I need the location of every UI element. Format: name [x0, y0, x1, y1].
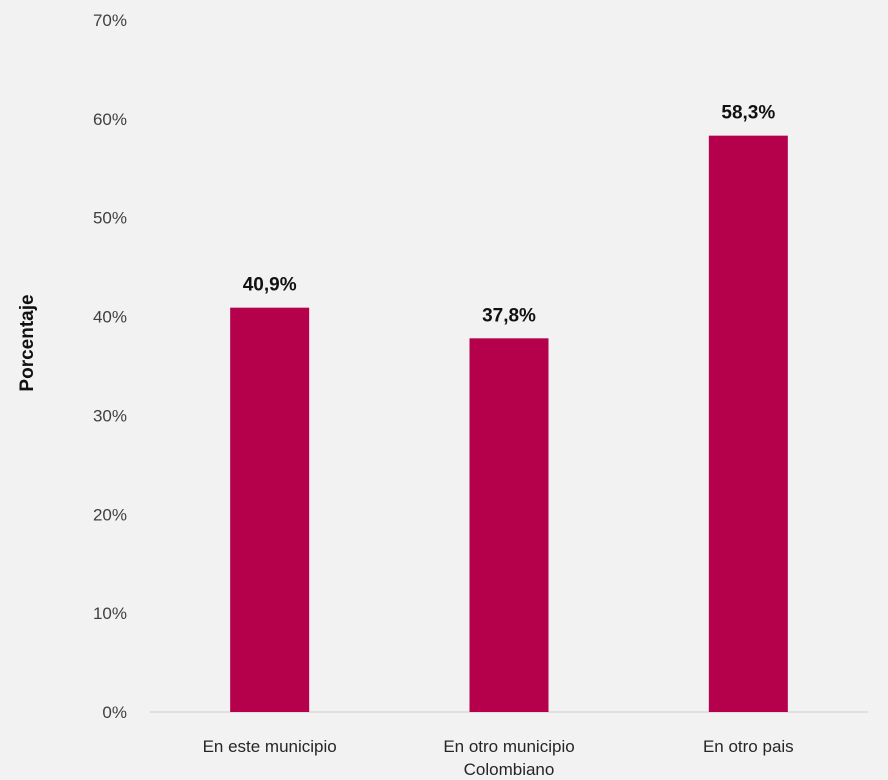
data-label: 58,3% [721, 103, 775, 124]
data-labels: 40,9% 37,8% 58,3% [243, 103, 776, 327]
category-label: Colombiano [464, 760, 555, 779]
y-axis-title: Porcentaje [17, 294, 38, 391]
y-tick-label: 60% [93, 110, 127, 129]
data-label: 40,9% [243, 275, 297, 296]
category-label: En otro municipio [443, 737, 574, 756]
y-tick-label: 30% [93, 406, 127, 425]
bar [469, 338, 549, 712]
y-tick-label: 20% [93, 505, 127, 524]
category-label: En otro pais [703, 737, 794, 756]
y-tick-label: 0% [102, 703, 127, 722]
y-tick-label: 70% [93, 11, 127, 30]
category-label: En este municipio [203, 737, 337, 756]
y-tick-label: 40% [93, 308, 127, 327]
bars [230, 135, 788, 713]
y-tick-label: 10% [93, 604, 127, 623]
y-axis-ticks: 0% 10% 20% 30% 40% 50% 60% 70% [93, 11, 127, 722]
bar [230, 307, 310, 712]
data-label: 37,8% [482, 305, 536, 326]
x-axis-labels: En este municipio En otro municipio Colomb… [203, 737, 794, 779]
bar [708, 135, 788, 713]
y-tick-label: 50% [93, 209, 127, 228]
